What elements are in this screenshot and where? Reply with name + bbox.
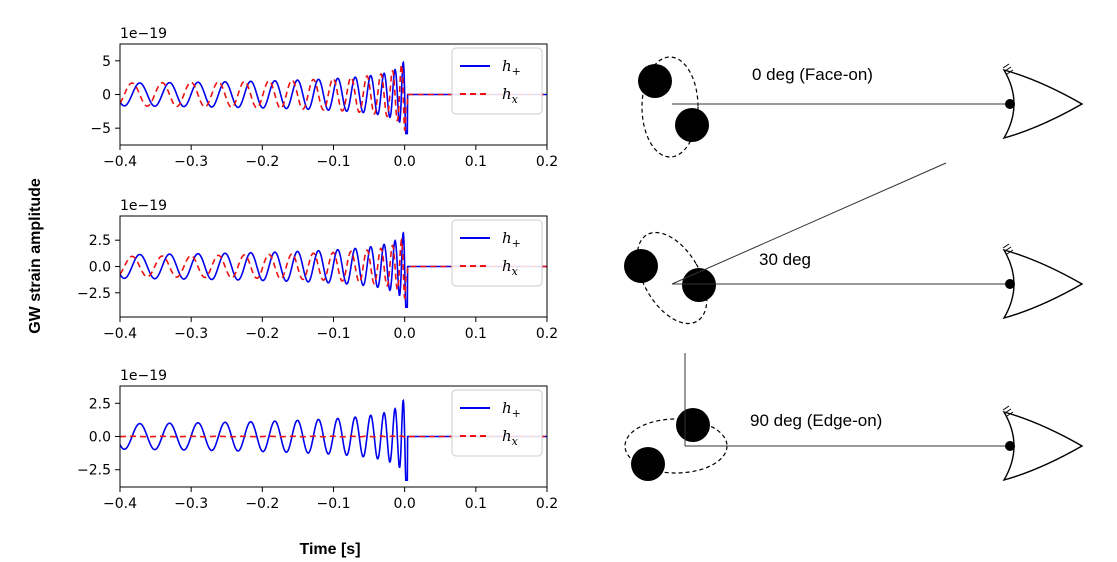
x-tick-label: 0.2	[536, 154, 558, 170]
offset-text: 1e−19	[120, 26, 167, 42]
x-tick-label: −0.3	[174, 496, 208, 512]
label-face-on: 0 deg (Face-on)	[752, 65, 873, 84]
y-tick-label: −2.5	[77, 286, 111, 302]
x-tick-label: 0.2	[536, 496, 558, 512]
orientation-diagram: 0 deg (Face-on) 30 deg 90 deg (Edge-on)	[624, 56, 1084, 482]
y-tick-label: −2.5	[77, 463, 111, 479]
offset-text: 1e−19	[120, 198, 167, 214]
label-30deg: 30 deg	[759, 250, 811, 269]
black-hole-2	[675, 108, 709, 142]
orbit-face-on	[641, 56, 699, 158]
strain-panel-30deg: −0.4 −0.3 −0.2 −0.1 0.0 0.1 0.2 2.5 0.0 −2.5 1e−19…	[77, 198, 558, 342]
x-tick-label: −0.2	[245, 496, 279, 512]
binary-face-on	[638, 56, 1006, 158]
eye-icon	[1002, 63, 1084, 140]
eye-icon	[1002, 405, 1084, 482]
inclination-line	[671, 162, 947, 285]
x-tick-label: 0.0	[394, 326, 416, 342]
y-tick-label: 0.0	[89, 430, 111, 446]
x-tick-label: 0.0	[394, 154, 416, 170]
series-line-h-cross	[120, 435, 547, 438]
y-tick-label: 0.0	[89, 260, 111, 276]
y-tick-label: 0	[102, 88, 111, 104]
black-hole-2	[682, 268, 716, 302]
x-tick-label: 0.1	[465, 154, 487, 170]
eye-icon	[1002, 243, 1084, 320]
x-tick-label: −0.1	[317, 154, 351, 170]
y-tick-label: −5	[90, 121, 111, 137]
x-axis-label: Time [s]	[299, 541, 360, 558]
strain-panel-edge-on: −0.4 −0.3 −0.2 −0.1 0.0 0.1 0.2 2.5 0.0 −2.5 1e−19…	[77, 368, 558, 512]
legend: h+hx	[451, 47, 543, 115]
x-tick-label: −0.4	[103, 326, 137, 342]
x-tick-label: −0.3	[174, 326, 208, 342]
y-axis-label: GW strain amplitude	[27, 178, 44, 334]
binary-30deg	[624, 162, 1006, 325]
black-hole-1	[631, 447, 665, 481]
x-tick-label: −0.2	[245, 326, 279, 342]
x-tick-label: −0.3	[174, 154, 208, 170]
binary-edge-on	[624, 353, 1006, 481]
legend: h+hx	[451, 219, 543, 287]
black-hole-1	[624, 249, 658, 283]
x-tick-label: −0.1	[317, 326, 351, 342]
y-tick-label: 5	[102, 54, 111, 70]
y-tick-label: 2.5	[89, 396, 111, 412]
label-edge-on: 90 deg (Edge-on)	[750, 411, 882, 430]
orbit-30deg	[636, 231, 708, 325]
x-tick-label: 0.2	[536, 326, 558, 342]
x-tick-label: −0.4	[103, 154, 137, 170]
x-tick-label: 0.1	[465, 326, 487, 342]
x-tick-label: −0.4	[103, 496, 137, 512]
x-tick-label: −0.1	[317, 496, 351, 512]
black-hole-2	[676, 408, 710, 442]
x-tick-label: 0.0	[394, 496, 416, 512]
x-tick-label: 0.1	[465, 496, 487, 512]
legend: h+hx	[451, 389, 543, 457]
strain-panel-face-on: −0.4 −0.3 −0.2 −0.1 0.0 0.1 0.2 5 0 −5 1e−19 h+hx	[90, 26, 558, 170]
black-hole-1	[638, 64, 672, 98]
y-tick-label: 2.5	[89, 233, 111, 249]
x-tick-label: −0.2	[245, 154, 279, 170]
offset-text: 1e−19	[120, 368, 167, 384]
